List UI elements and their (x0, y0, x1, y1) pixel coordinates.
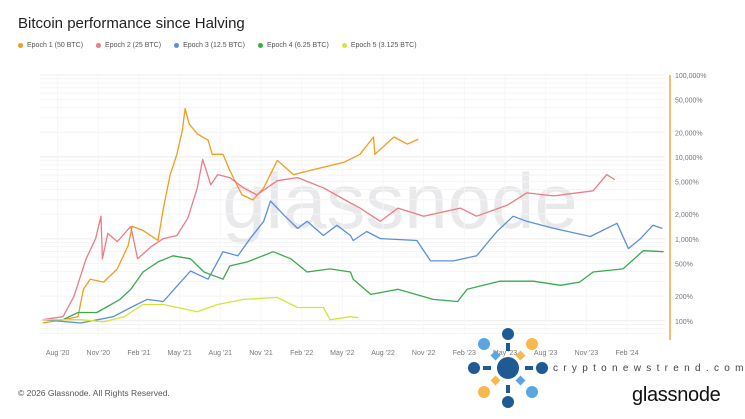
y-tick-label: 5,000% (675, 180, 699, 187)
x-tick-label: Nov '21 (249, 350, 273, 357)
x-tick-label: Feb '22 (290, 350, 313, 357)
y-tick-label: 100,000% (675, 73, 707, 80)
series-line-epoch-4 (42, 250, 664, 321)
y-tick-label: 20,000% (675, 130, 703, 137)
legend-label: Epoch 4 (6.25 BTC) (266, 42, 329, 49)
legend-dot-icon (174, 43, 180, 48)
overlay-site-text: cryptonewstrend.com (553, 363, 745, 374)
x-tick-label: Aug '21 (209, 350, 233, 357)
x-tick-label: Aug '22 (371, 350, 395, 357)
legend-item[interactable]: Epoch 3 (12.5 BTC) (174, 42, 245, 49)
legend-dot-icon (96, 43, 102, 48)
y-tick-label: 2,000% (675, 212, 699, 219)
legend-label: Epoch 1 (50 BTC) (27, 42, 84, 49)
y-tick-label: 1,000% (675, 237, 699, 244)
series-line-epoch-3 (42, 200, 663, 324)
legend-item[interactable]: Epoch 1 (50 BTC) (18, 42, 83, 49)
legend-label: Epoch 5 (3.125 BTC) (350, 42, 417, 49)
x-tick-label: May '23 (493, 350, 517, 357)
watermark: glassnode (222, 157, 578, 245)
x-tick-label: Nov '20 (87, 350, 111, 357)
legend-dot-icon (257, 43, 263, 48)
legend-label: Epoch 3 (12.5 BTC) (183, 42, 245, 49)
y-tick-label: 50,000% (675, 98, 703, 105)
x-tick-label: Aug '20 (46, 350, 70, 357)
legend: Epoch 1 (50 BTC) Epoch 2 (25 BTC) Epoch 3 … (18, 42, 417, 49)
glassnode-logo: glassnode (632, 384, 721, 406)
legend-item[interactable]: Epoch 5 (3.125 BTC) (341, 42, 417, 49)
series-line-epoch-2 (42, 158, 616, 321)
legend-label: Epoch 2 (25 BTC) (105, 42, 162, 49)
y-tick-label: 100% (675, 319, 693, 326)
x-tick-label: Nov '22 (412, 350, 436, 357)
x-tick-label: May '21 (167, 350, 191, 357)
series-line-epoch-1 (42, 107, 419, 324)
y-tick-label: 10,000% (675, 155, 703, 162)
x-tick-label: May '22 (330, 350, 354, 357)
legend-dot-icon (341, 43, 347, 48)
x-tick-label: Aug '23 (534, 350, 558, 357)
chart-title: Bitcoin performance since Halving (18, 15, 245, 32)
y-tick-label: 500% (675, 261, 693, 268)
legend-item[interactable]: Epoch 4 (6.25 BTC) (257, 42, 329, 49)
y-tick-label: 200% (675, 294, 693, 301)
cryptonewstrend-logo-icon (468, 328, 548, 408)
series-line-epoch-5 (42, 296, 359, 323)
copyright-text: © 2026 Glassnode. All Rights Reserved. (18, 388, 170, 398)
legend-dot-icon (18, 43, 23, 48)
x-tick-label: Nov '23 (575, 350, 599, 357)
x-tick-label: Feb '24 (615, 350, 638, 357)
legend-item[interactable]: Epoch 2 (25 BTC) (96, 42, 161, 49)
x-tick-label: Feb '21 (127, 350, 150, 357)
series-lines (42, 107, 664, 324)
x-tick-label: Feb '23 (453, 350, 476, 357)
y-axis-ticks: 100,000% 50,000% 20,000% 10,000% 5,000% 2,000… (675, 73, 707, 326)
x-axis-ticks: Aug '20 Nov '20 Feb '21 May '21 Aug '21 Nov '… (46, 350, 639, 357)
